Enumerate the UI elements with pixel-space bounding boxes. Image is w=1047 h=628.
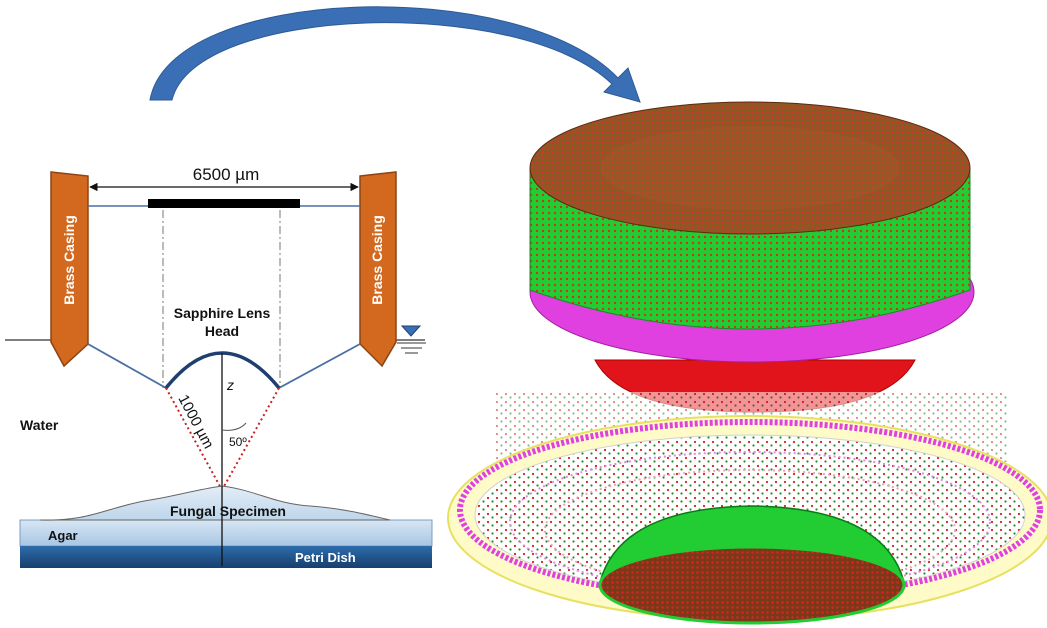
housing-line-right (278, 343, 361, 389)
angle-arc (221, 422, 247, 431)
focal-line-left (165, 387, 223, 491)
water-level-symbol (397, 325, 426, 354)
cylinder-mesh (529, 101, 975, 413)
bowl-mesh (447, 392, 1047, 625)
agar-label: Agar (48, 528, 78, 543)
dimension-label: 6500 µm (193, 165, 260, 184)
lens-schematic: Brass Casing Brass Casing 6500 µm Sapphi… (5, 165, 433, 568)
angle-label: 50º (229, 435, 247, 449)
bowl-ring-1 (509, 451, 991, 593)
cylinder-top-disk (529, 101, 971, 235)
bowl-outer-ring-magenta (457, 419, 1043, 601)
dish-label: Petri Dish (295, 550, 356, 565)
specimen-label: Fungal Specimen (170, 503, 286, 519)
transition-arrow (149, 6, 641, 103)
axis-label: z (226, 377, 234, 393)
agar-layer (19, 519, 433, 547)
sensor-bar (148, 199, 300, 208)
brass-casing-left-label: Brass Casing (61, 215, 77, 304)
radius-label: 1000 µm (174, 392, 217, 452)
housing-line-left (87, 343, 167, 389)
brass-casing-right (359, 171, 397, 368)
bowl-ring-2 (544, 469, 956, 591)
brass-casing-left (50, 171, 89, 368)
lens-label-line2: Head (205, 323, 239, 339)
brass-casing-right-label: Brass Casing (369, 215, 385, 304)
petri-dish (20, 546, 432, 568)
water-label: Water (20, 417, 59, 433)
lens-label-line1: Sapphire Lens (174, 305, 271, 321)
bowl-floor-rim (598, 545, 906, 625)
cylinder-top-highlight (600, 126, 900, 210)
